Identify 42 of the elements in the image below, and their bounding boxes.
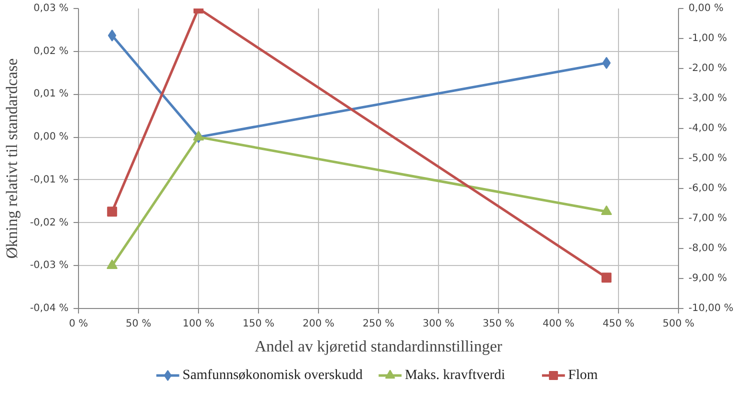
point <box>107 206 118 217</box>
y-tick-label: -0,03 % <box>30 260 69 272</box>
y-tick-label: 0,00 % <box>34 132 69 143</box>
y2-tick-label: -9,00 % <box>688 273 728 284</box>
x-tick-label: 100 % <box>182 318 214 330</box>
y-tick-label: 0,03 % <box>34 3 69 14</box>
x-tick-label: 200 % <box>302 318 334 330</box>
x-tick-label: 450 % <box>602 318 634 330</box>
x-tick-label: 500 % <box>662 318 694 330</box>
point <box>193 130 204 140</box>
x-tick-label: 400 % <box>542 318 574 330</box>
y2-tick-label: -3,00 % <box>688 93 728 104</box>
x-tick-label: 150 % <box>242 318 274 330</box>
legend-label: Flom <box>568 368 598 383</box>
x-tick-label: 350 % <box>482 318 514 330</box>
y2-tick-label: -7,00 % <box>688 213 728 224</box>
y2-tick-label: -5,00 % <box>688 153 728 164</box>
point <box>106 259 118 270</box>
point <box>602 56 611 69</box>
y2-tick-label: -4,00 % <box>688 123 728 134</box>
point <box>108 30 116 42</box>
y-tick-label: -0,01 % <box>30 174 69 186</box>
legend-label: Samfunnsøkonomisk overskudd <box>182 368 363 383</box>
point <box>602 272 612 283</box>
y2-tick-label: -6,00 % <box>688 183 728 194</box>
point <box>601 205 612 216</box>
y2-tick-label: -8,00 % <box>688 243 728 254</box>
x-tick-label: 250 % <box>362 318 394 330</box>
y-tick-label: 0,01 % <box>34 88 69 100</box>
y2-tick-label: 0,00 % <box>688 3 724 14</box>
y2-tick-label: -2,00 % <box>688 63 728 74</box>
x-tick-label: 300 % <box>422 318 454 330</box>
x-tick-label: 0 % <box>68 318 88 330</box>
legend-label: Maks. kravftverdi <box>404 368 506 383</box>
x-axis-title: Andel av kjøretid standardinnstillinger <box>254 338 503 356</box>
x-tick-label: 50 % <box>126 318 152 330</box>
y2-tick-label: -10,00 % <box>688 303 734 314</box>
y2-tick-label: -1,00 % <box>688 33 728 44</box>
y-tick-label: -0,02 % <box>30 217 69 228</box>
y-tick-label: 0,02 % <box>34 46 69 57</box>
y-tick-label: -0,04 % <box>30 303 69 314</box>
y-axis-title: Økning relativt til standardcase <box>4 58 21 259</box>
